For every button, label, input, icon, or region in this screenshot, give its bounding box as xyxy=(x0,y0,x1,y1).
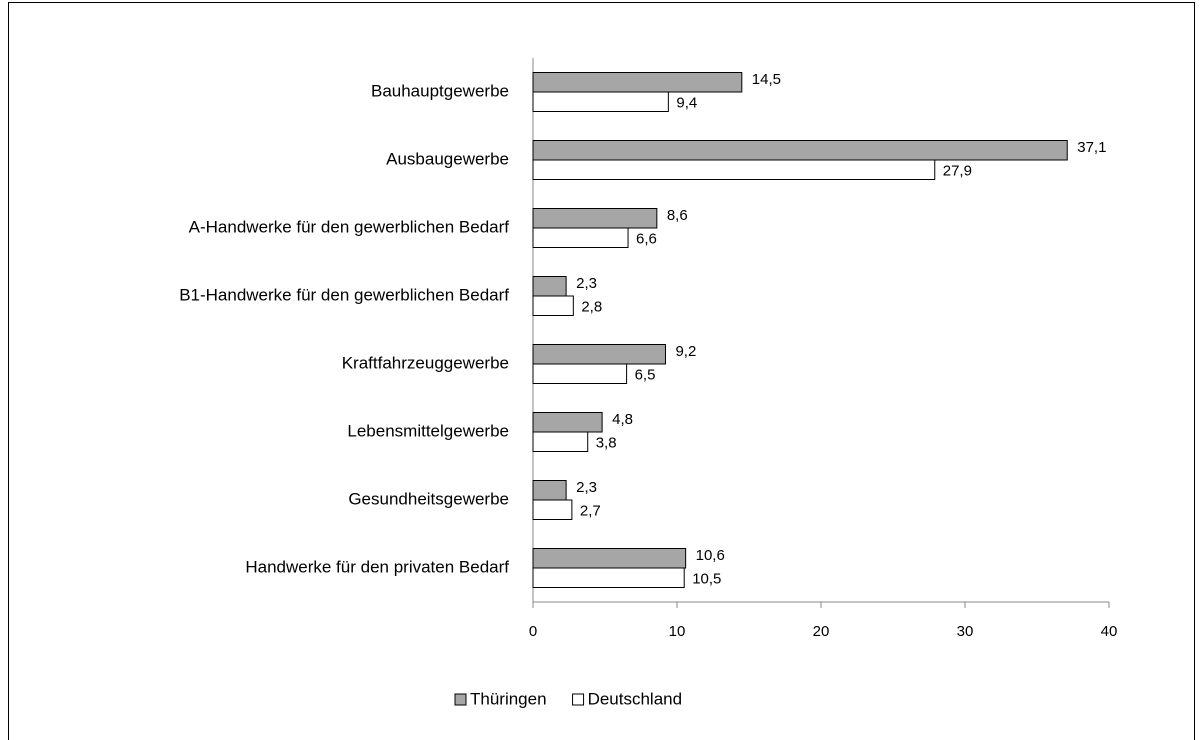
value-label: 2,7 xyxy=(580,503,601,520)
bar xyxy=(532,499,573,520)
x-tick-label: 40 xyxy=(1101,623,1118,640)
bar xyxy=(532,344,666,365)
bar xyxy=(532,140,1068,161)
x-tick-label: 30 xyxy=(957,623,974,640)
bar xyxy=(532,208,658,229)
value-label: 2,8 xyxy=(581,299,602,316)
x-tick-label: 10 xyxy=(669,623,686,640)
value-label: 27,9 xyxy=(943,163,972,180)
bar xyxy=(532,431,589,452)
value-label: 9,4 xyxy=(676,95,697,112)
legend-label: Thüringen xyxy=(470,689,547,708)
category-label: Bauhauptgewerbe xyxy=(371,81,509,100)
value-label: 2,3 xyxy=(576,479,597,496)
value-label: 10,6 xyxy=(696,547,725,564)
bar xyxy=(532,72,743,93)
value-label: 6,6 xyxy=(636,231,657,248)
x-tick-label: 0 xyxy=(529,623,537,640)
bar xyxy=(532,567,685,588)
value-label: 3,8 xyxy=(596,435,617,452)
bar xyxy=(532,548,687,569)
value-label: 6,5 xyxy=(635,367,656,384)
bar xyxy=(532,295,574,316)
value-label: 2,3 xyxy=(576,275,597,292)
legend-label: Deutschland xyxy=(588,689,683,708)
bar xyxy=(532,480,567,501)
legend-swatch xyxy=(454,693,467,706)
category-label: Kraftfahrzeuggewerbe xyxy=(342,353,509,372)
bar xyxy=(532,159,936,180)
x-tick-label: 20 xyxy=(813,623,830,640)
category-label: Handwerke für den privaten Bedarf xyxy=(245,557,509,576)
bar xyxy=(532,227,629,248)
value-label: 10,5 xyxy=(692,571,721,588)
bar xyxy=(532,91,669,112)
bar xyxy=(532,412,603,433)
category-label: A-Handwerke für den gewerblichen Bedarf xyxy=(189,217,510,236)
value-label: 37,1 xyxy=(1077,139,1106,156)
category-label: B1-Handwerke für den gewerblichen Bedarf xyxy=(179,285,509,304)
value-label: 14,5 xyxy=(752,71,781,88)
value-label: 9,2 xyxy=(675,343,696,360)
value-label: 4,8 xyxy=(612,411,633,428)
category-label: Ausbaugewerbe xyxy=(386,149,509,168)
bar xyxy=(532,276,567,297)
category-label: Lebensmittelgewerbe xyxy=(347,421,509,440)
value-label: 8,6 xyxy=(667,207,688,224)
legend-swatch xyxy=(572,693,585,706)
category-label: Gesundheitsgewerbe xyxy=(348,489,509,508)
bar xyxy=(532,363,628,384)
